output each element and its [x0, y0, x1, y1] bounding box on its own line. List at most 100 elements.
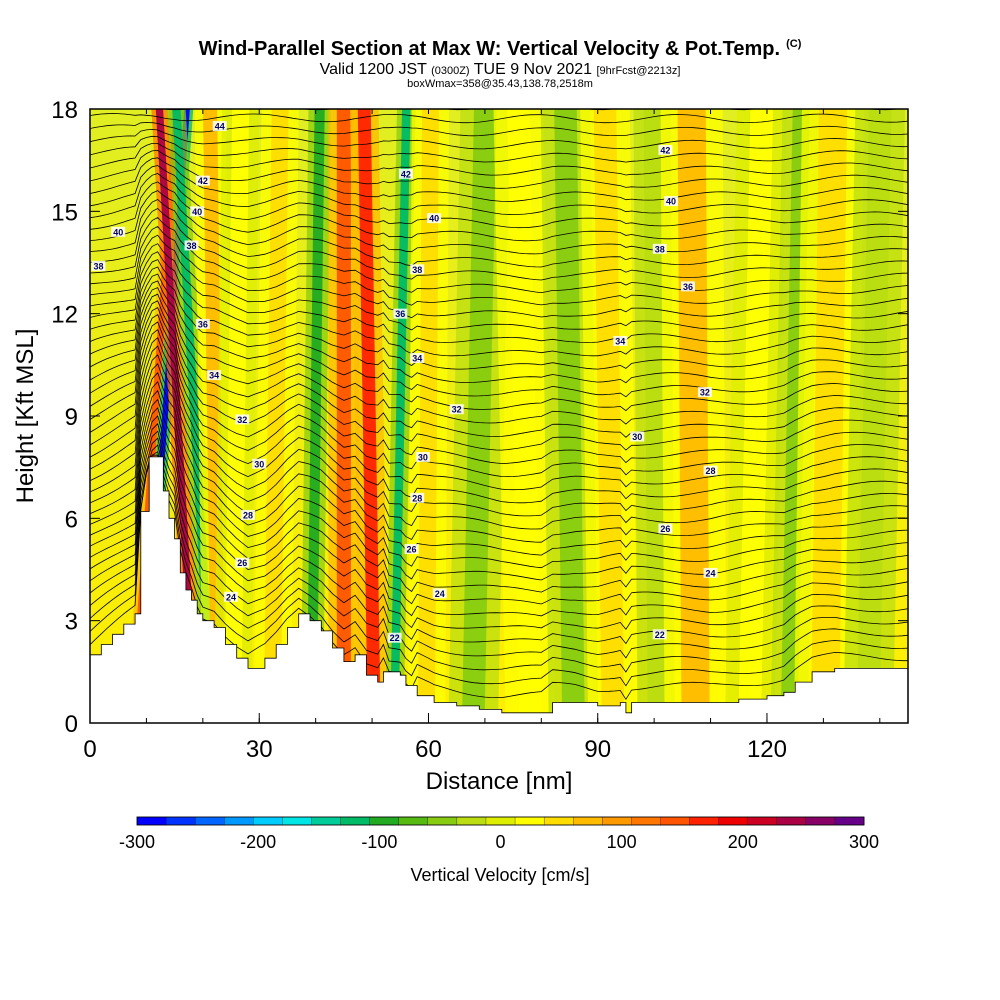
contour-label: 30 [415, 451, 430, 462]
velocity-band [593, 109, 625, 723]
theta-contour-line [90, 259, 908, 357]
theta-contour-line [90, 307, 908, 451]
theta-contour-line [90, 173, 908, 229]
x-tick-label: 120 [747, 736, 787, 763]
theta-contour-line [90, 165, 908, 216]
contour-label: 30 [252, 458, 267, 469]
contour-label: 26 [235, 557, 250, 568]
theta-contour-line [90, 199, 908, 268]
theta-contour-line [90, 217, 908, 294]
colorbar-swatch [340, 816, 371, 826]
theta-contour-line [90, 251, 908, 343]
svg-text:32: 32 [700, 388, 710, 398]
velocity-band [390, 109, 411, 723]
theta-contour-line [90, 300, 908, 438]
theta-contour-line [90, 208, 908, 281]
svg-text:30: 30 [418, 452, 428, 462]
theta-contour-line [90, 293, 908, 425]
colorbar-tick-label: -200 [240, 832, 276, 852]
theta-contour-line [90, 313, 908, 464]
svg-text:28: 28 [706, 466, 716, 476]
box-info: boxWmax=358@35.43,138.78,2518m [407, 78, 593, 90]
contour-label: 36 [393, 308, 408, 319]
contour-label: 42 [398, 168, 413, 179]
svg-text:36: 36 [198, 319, 208, 329]
valid-date: TUE 9 Nov 2021 [473, 61, 593, 78]
contour-label: 34 [613, 335, 628, 346]
valid-time: Valid 1200 JST [319, 61, 427, 78]
contour-label: 38 [91, 260, 106, 271]
svg-text:38: 38 [187, 241, 197, 251]
contour-label: 24 [224, 591, 239, 602]
theta-contour-line [90, 372, 908, 556]
theta-contour-line [90, 190, 908, 255]
svg-text:36: 36 [683, 282, 693, 292]
colorbar-swatch [602, 816, 632, 826]
theta-contour-line [90, 280, 908, 398]
colorbar-tick-label: 0 [495, 832, 505, 852]
theta-contour-line [90, 345, 908, 517]
theta-contour-line [90, 225, 908, 306]
svg-text:40: 40 [429, 214, 439, 224]
y-tick-label: 18 [51, 97, 78, 124]
contour-labels: 22 22 24 24 24 26 26 26 28 28 28 30 30 30 32 32 32 34 34 34… [91, 121, 718, 643]
colorbar-swatch [485, 816, 516, 826]
contour-label: 40 [190, 206, 205, 217]
velocity-band [810, 109, 848, 723]
contour-label: 40 [427, 213, 442, 224]
colorbar-swatch [834, 816, 865, 826]
colorbar-swatch [805, 816, 836, 826]
colorbar-swatch [514, 816, 545, 826]
colorbar-swatch [224, 816, 254, 826]
velocity-band [677, 109, 710, 723]
chart-title: Wind-Parallel Section at Max W: Vertical… [0, 38, 1000, 61]
y-tick-label: 15 [51, 199, 78, 226]
forecast-info: [9hrFcst@2213z] [596, 65, 681, 77]
contour-label: 40 [111, 226, 126, 237]
contour-label: 32 [235, 414, 250, 425]
valid-utc: (0300Z) [431, 65, 470, 77]
velocity-band [336, 109, 351, 723]
contour-label: 22 [387, 632, 402, 643]
svg-text:42: 42 [401, 169, 411, 179]
y-tick-label: 0 [65, 711, 78, 738]
contour-label: 34 [207, 370, 222, 381]
velocity-band [738, 109, 773, 723]
svg-text:28: 28 [412, 493, 422, 503]
theta-contour-line [90, 363, 908, 543]
theta-contour-line [90, 444, 908, 673]
svg-text:32: 32 [237, 415, 247, 425]
svg-text:22: 22 [390, 633, 400, 643]
x-tick-label: 0 [83, 736, 96, 763]
colorbar-swatch [776, 816, 807, 826]
velocity-band [357, 109, 381, 723]
colorbar-swatch [689, 816, 720, 826]
svg-text:26: 26 [237, 558, 247, 568]
colorbar-title: Vertical Velocity [cm/s] [410, 865, 589, 885]
svg-text:30: 30 [632, 432, 642, 442]
contour-label: 34 [410, 353, 425, 364]
contour-label: 40 [664, 196, 679, 207]
theta-contour-line [90, 329, 908, 491]
theta-contour-line [90, 415, 908, 617]
svg-text:34: 34 [412, 354, 422, 364]
contour-label: 30 [630, 431, 645, 442]
contour-label: 36 [195, 318, 210, 329]
colorbar-swatch [660, 816, 690, 826]
contour-label: 38 [184, 240, 199, 251]
svg-text:22: 22 [655, 630, 665, 640]
x-tick-label: 90 [584, 736, 611, 763]
velocity-band [418, 109, 439, 723]
chart-subtitle: Valid 1200 JST (0300Z) TUE 9 Nov 2021 [9… [0, 61, 1000, 79]
colorbar-swatch [165, 816, 196, 826]
svg-text:40: 40 [113, 227, 123, 237]
contour-label: 28 [240, 509, 255, 520]
copyright-mark: (C) [786, 38, 802, 51]
colorbar-swatch [136, 816, 167, 826]
theta-contour-line [90, 149, 908, 189]
theta-contour-line [90, 234, 908, 319]
velocity-band [507, 109, 542, 723]
colorbar-swatch [631, 816, 661, 826]
theta-contour-line [90, 337, 908, 504]
